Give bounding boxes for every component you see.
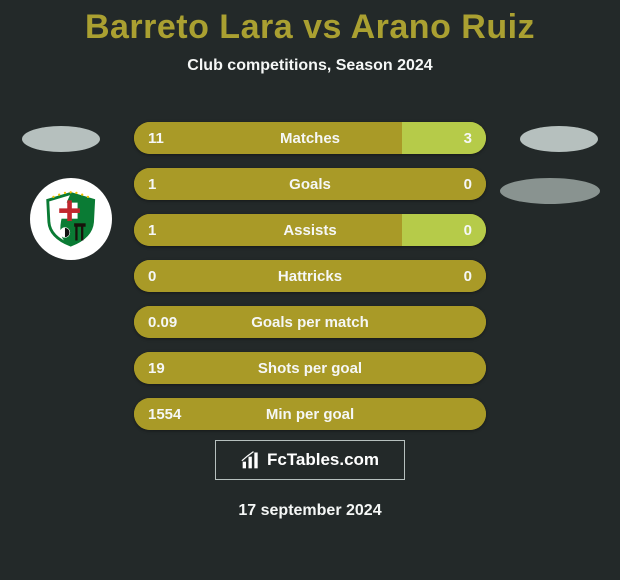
player-left-name: Barreto Lara — [85, 8, 293, 46]
subtitle: Club competitions, Season 2024 — [0, 57, 620, 75]
player-right-placeholder-mid — [500, 178, 600, 204]
stat-label: Goals — [134, 168, 486, 200]
stat-row: 0.09Goals per match — [134, 306, 486, 338]
stat-row: 113Matches — [134, 122, 486, 154]
stat-label: Matches — [134, 122, 486, 154]
stat-row: 1554Min per goal — [134, 398, 486, 430]
player-left-placeholder-top — [22, 126, 100, 152]
comparison-infographic: Barreto Lara vs Arano Ruiz Club competit… — [0, 0, 620, 580]
stat-label: Min per goal — [134, 398, 486, 430]
player-right-name: Arano Ruiz — [351, 8, 535, 46]
stat-row: 10Assists — [134, 214, 486, 246]
page-title: Barreto Lara vs Arano Ruiz — [0, 0, 620, 47]
stat-row: 00Hattricks — [134, 260, 486, 292]
bar-chart-icon — [241, 450, 261, 470]
stat-label: Assists — [134, 214, 486, 246]
date: 17 september 2024 — [0, 502, 620, 520]
stat-row: 19Shots per goal — [134, 352, 486, 384]
stat-row: 10Goals — [134, 168, 486, 200]
stat-label: Shots per goal — [134, 352, 486, 384]
stat-label: Goals per match — [134, 306, 486, 338]
title-vs: vs — [303, 8, 342, 46]
watermark-text: FcTables.com — [267, 450, 379, 470]
stat-bars: 113Matches 10Goals 10Assists 00Hattricks 0.0… — [134, 122, 486, 444]
stat-label: Hattricks — [134, 260, 486, 292]
shield-icon — [42, 190, 99, 247]
club-badge-left — [30, 178, 112, 260]
player-right-placeholder-top — [520, 126, 598, 152]
watermark: FcTables.com — [215, 440, 405, 480]
